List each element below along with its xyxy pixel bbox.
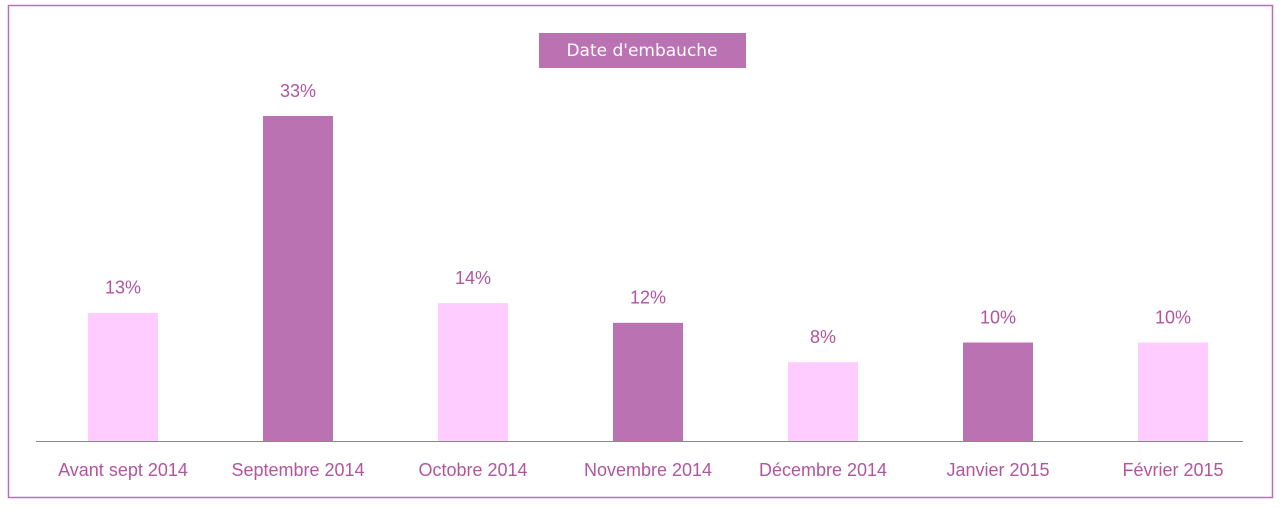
data-label: 12% — [630, 288, 666, 308]
bar — [963, 342, 1033, 441]
data-label: 10% — [980, 307, 1016, 327]
title-box — [539, 33, 746, 68]
x-tick-label: Février 2015 — [1122, 460, 1223, 480]
data-label: 10% — [1155, 307, 1191, 327]
bar — [263, 116, 333, 441]
data-label: 14% — [455, 268, 491, 288]
chart-title: Date d'embauche — [566, 41, 717, 61]
data-label: 33% — [280, 81, 316, 101]
data-label: 8% — [810, 327, 836, 347]
bar — [88, 312, 158, 441]
bar — [613, 322, 683, 441]
data-label: 13% — [105, 278, 141, 298]
bar — [788, 362, 858, 441]
bar — [1138, 342, 1208, 441]
x-tick-label: Avant sept 2014 — [58, 460, 188, 480]
bar — [438, 303, 508, 441]
x-tick-label: Janvier 2015 — [946, 460, 1049, 480]
x-tick-label: Novembre 2014 — [584, 460, 712, 480]
x-tick-label: Septembre 2014 — [231, 460, 364, 480]
x-tick-label: Octobre 2014 — [418, 460, 527, 480]
x-tick-label: Décembre 2014 — [759, 460, 887, 480]
